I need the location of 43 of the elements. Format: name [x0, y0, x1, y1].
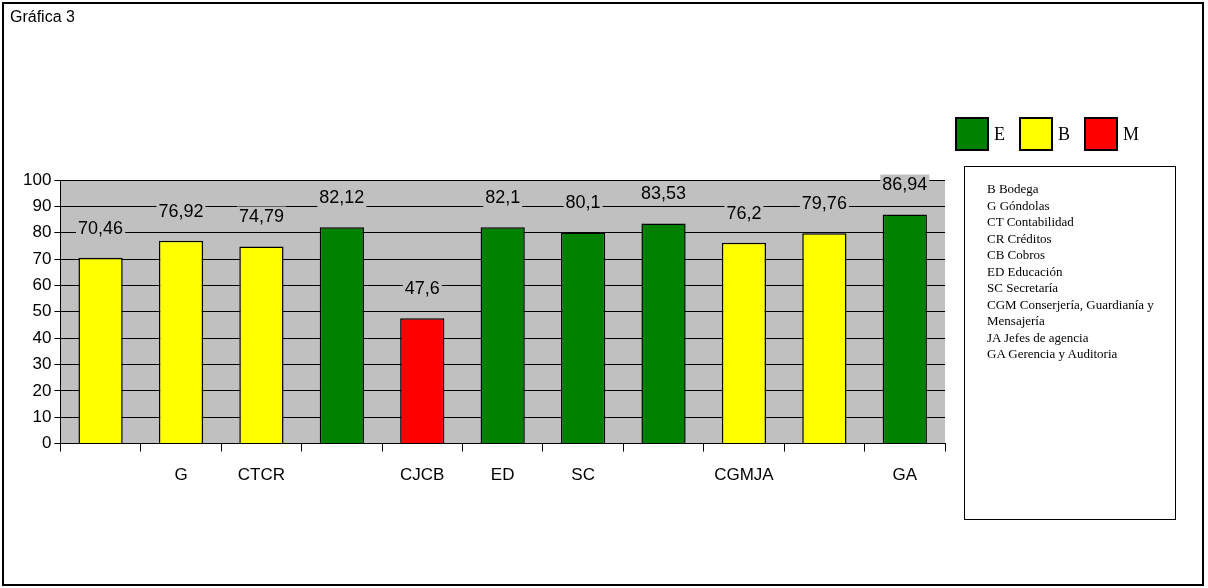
y-tick-label: 20 — [32, 380, 52, 400]
text: GA Gerencia y Auditoria — [987, 346, 1119, 363]
text: JA Jefes de agencia — [987, 329, 1090, 346]
data-label: 70,46 — [78, 217, 124, 238]
y-tick-label: 80 — [32, 222, 52, 242]
data-label: 80,1 — [565, 192, 601, 213]
data-label: 86,94 — [882, 174, 928, 195]
y-tick-label: 50 — [32, 301, 52, 321]
text: CGM Conserjería, Guardianía y Mensajería — [987, 296, 1155, 330]
chart-title: Gráfica 3 — [10, 8, 75, 26]
legend-label: E — [994, 123, 1005, 145]
legend-label: B — [1058, 123, 1071, 145]
y-tick-label: 70 — [32, 248, 52, 268]
x-tick-label: CTCR — [237, 465, 286, 485]
x-tick-label: G — [174, 465, 188, 485]
text: SC Secretaría — [987, 280, 1060, 297]
y-tick-label: 30 — [32, 354, 52, 374]
data-label: 74,79 — [238, 206, 284, 227]
text: B Bodega — [987, 181, 1040, 198]
data-label: 76,2 — [726, 202, 762, 223]
x-tick-label: CJCB — [400, 465, 445, 485]
y-tick-label: 10 — [32, 406, 52, 426]
data-label: 82,1 — [485, 187, 521, 208]
text: CR Créditos — [987, 230, 1053, 247]
y-tick-label: 0 — [41, 433, 52, 453]
y-tick-label: 100 — [22, 169, 52, 189]
y-tick-label: 90 — [32, 196, 52, 216]
x-tick-label: GA — [892, 465, 918, 485]
data-label: 82,12 — [319, 187, 365, 208]
data-label: 76,92 — [158, 200, 204, 221]
data-label: 47,6 — [404, 278, 440, 299]
text: G Góndolas — [987, 197, 1051, 214]
data-label: 79,76 — [801, 193, 847, 214]
y-tick-label: 60 — [32, 275, 52, 295]
text: ED Educación — [987, 263, 1064, 280]
y-tick-label: 40 — [32, 327, 52, 347]
x-tick-label: CGMJA — [714, 465, 775, 485]
text: CT Contabilidad — [987, 214, 1075, 231]
legend-label: M — [1123, 123, 1140, 145]
x-tick-label: SC — [571, 465, 595, 485]
data-label: 83,53 — [641, 183, 687, 204]
text: CB Cobros — [987, 247, 1047, 264]
x-tick-label: ED — [490, 465, 515, 485]
